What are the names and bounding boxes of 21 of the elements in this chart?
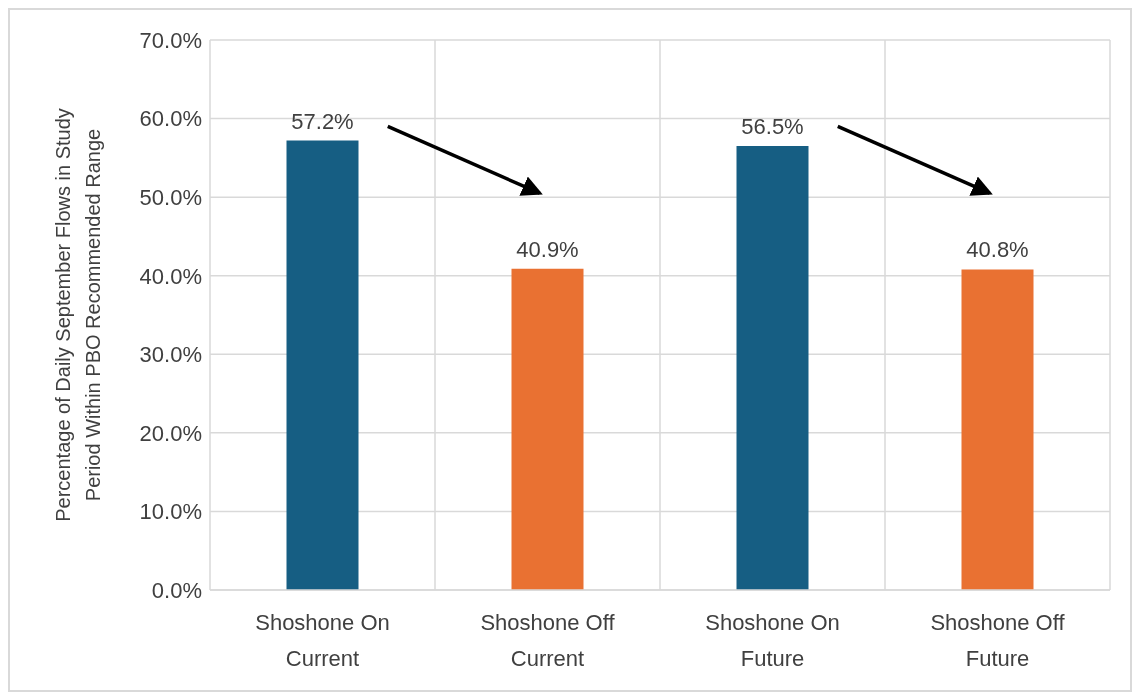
data-label: 56.5% [741, 114, 804, 140]
x-tick-label: Shoshone On Future [705, 610, 840, 671]
y-tick-label: 20.0% [139, 420, 202, 446]
bar [286, 140, 359, 590]
y-tick-label: 60.0% [139, 106, 202, 132]
x-tick-label: Shoshone On Current [255, 610, 390, 671]
x-tick-label: Shoshone Off Future [930, 610, 1066, 671]
bar [511, 268, 584, 590]
y-tick-label: 10.0% [139, 499, 202, 525]
y-tick-label: 70.0% [139, 27, 202, 53]
x-tick-label: Shoshone Off Current [480, 610, 616, 671]
bar [961, 269, 1034, 590]
bar [736, 146, 809, 590]
y-tick-label: 40.0% [139, 263, 202, 289]
y-axis-title: Percentage of Daily September Flows in Study Period Within PBO Recommended Range [52, 108, 104, 522]
y-tick-label: 30.0% [139, 342, 202, 368]
y-tick-label: 50.0% [139, 184, 202, 210]
data-label: 40.8% [966, 237, 1029, 263]
data-label: 40.9% [516, 236, 579, 262]
data-label: 57.2% [291, 108, 354, 134]
y-tick-label: 0.0% [151, 577, 202, 603]
